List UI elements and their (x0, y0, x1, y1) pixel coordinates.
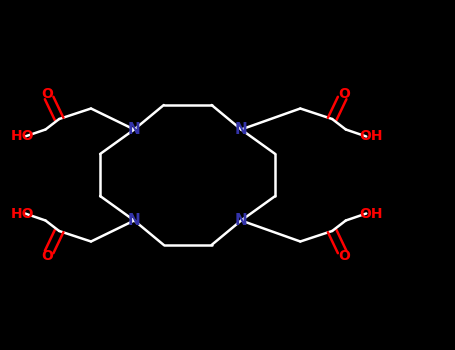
Text: OH: OH (359, 206, 383, 220)
Text: N: N (235, 213, 248, 228)
Text: O: O (339, 87, 350, 101)
Text: O: O (339, 249, 350, 263)
Text: N: N (128, 122, 141, 137)
Text: HO: HO (11, 130, 35, 144)
Text: N: N (128, 213, 141, 228)
Text: HO: HO (11, 206, 35, 220)
Text: N: N (235, 122, 248, 137)
Text: O: O (41, 249, 53, 263)
Text: OH: OH (359, 130, 383, 144)
Text: O: O (41, 87, 53, 101)
